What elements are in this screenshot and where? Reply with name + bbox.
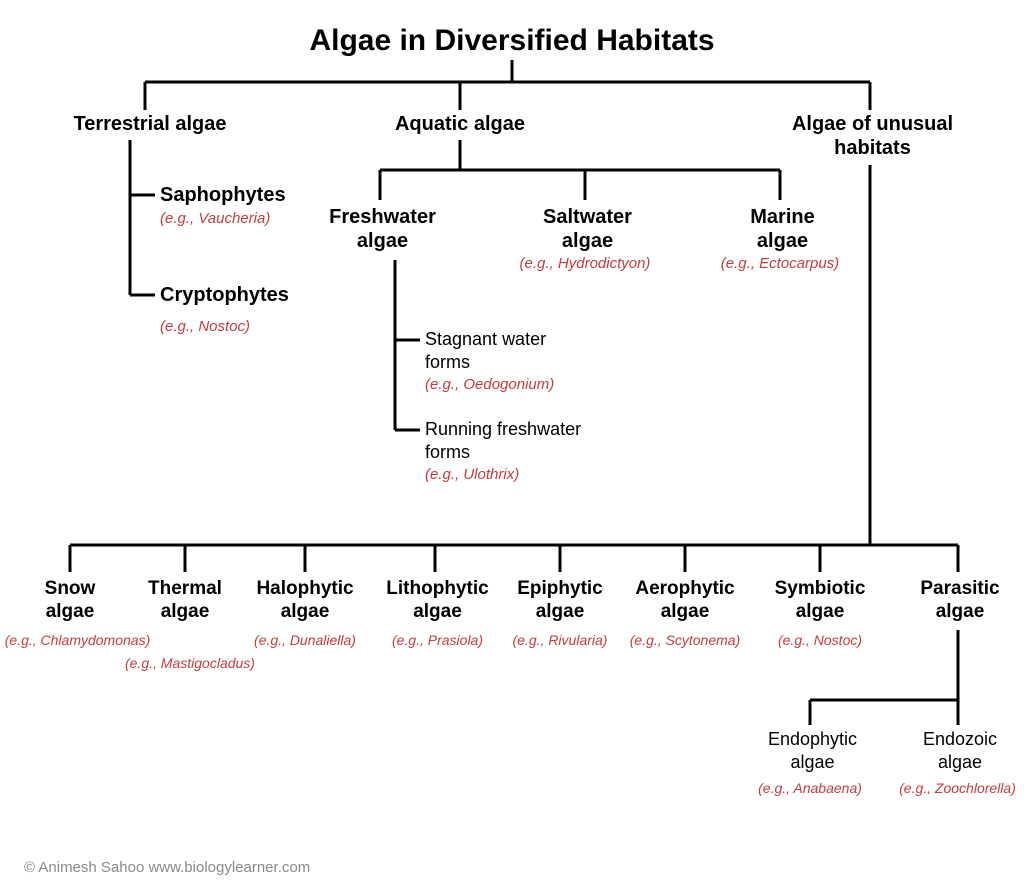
node-saltwater: Saltwater algae <box>530 205 645 253</box>
copyright-text: © Animesh Sahoo www.biologylearner.com <box>24 859 310 876</box>
node-lithophytic: Lithophytic algae <box>375 578 500 624</box>
example-cryptophytes: (e.g., Nostoc) <box>160 318 320 336</box>
node-endozoic: Endozoic algae <box>905 728 1015 775</box>
diagram-title: Algae in Diversified Habitats <box>0 24 1024 58</box>
example-symbiotic: (e.g., Nostoc) <box>765 632 875 649</box>
node-stagnant: Stagnant water forms <box>425 328 575 375</box>
node-halophytic: Halophytic algae <box>245 578 365 624</box>
example-endozoic: (e.g., Zoochlorella) <box>890 780 1024 797</box>
node-parasitic: Parasitic algae <box>905 578 1015 624</box>
node-endophytic: Endophytic algae <box>755 728 870 775</box>
example-snow: (e.g., Chlamydomonas) <box>0 632 160 649</box>
node-saphophytes: Saphophytes <box>160 183 320 207</box>
example-saphophytes: (e.g., Vaucheria) <box>160 210 320 228</box>
node-symbiotic: Symbiotic algae <box>760 578 880 624</box>
example-halophytic: (e.g., Dunaliella) <box>240 632 370 649</box>
node-marine: Marine algae <box>725 205 840 253</box>
node-aerophytic: Aerophytic algae <box>625 578 745 624</box>
node-snow: Snow algae <box>25 578 115 624</box>
node-thermal: Thermal algae <box>135 578 235 624</box>
node-aquatic: Aquatic algae <box>380 112 540 136</box>
node-terrestrial: Terrestrial algae <box>60 112 240 136</box>
example-saltwater: (e.g., Hydrodictyon) <box>505 255 665 273</box>
example-thermal: (e.g., Mastigocladus) <box>110 655 270 672</box>
example-lithophytic: (e.g., Prasiola) <box>380 632 495 649</box>
node-epiphytic: Epiphytic algae <box>505 578 615 624</box>
node-freshwater: Freshwater algae <box>320 205 445 253</box>
example-epiphytic: (e.g., Rivularia) <box>500 632 620 649</box>
example-endophytic: (e.g., Anabaena) <box>745 780 875 797</box>
node-running: Running freshwater forms <box>425 418 605 465</box>
example-marine: (e.g., Ectocarpus) <box>705 255 855 273</box>
node-cryptophytes: Cryptophytes <box>160 283 330 307</box>
example-stagnant: (e.g., Oedogonium) <box>425 376 585 394</box>
example-running: (e.g., Ulothrix) <box>425 466 585 484</box>
node-unusual: Algae of unusual habitats <box>770 112 975 160</box>
example-aerophytic: (e.g., Scytonema) <box>620 632 750 649</box>
